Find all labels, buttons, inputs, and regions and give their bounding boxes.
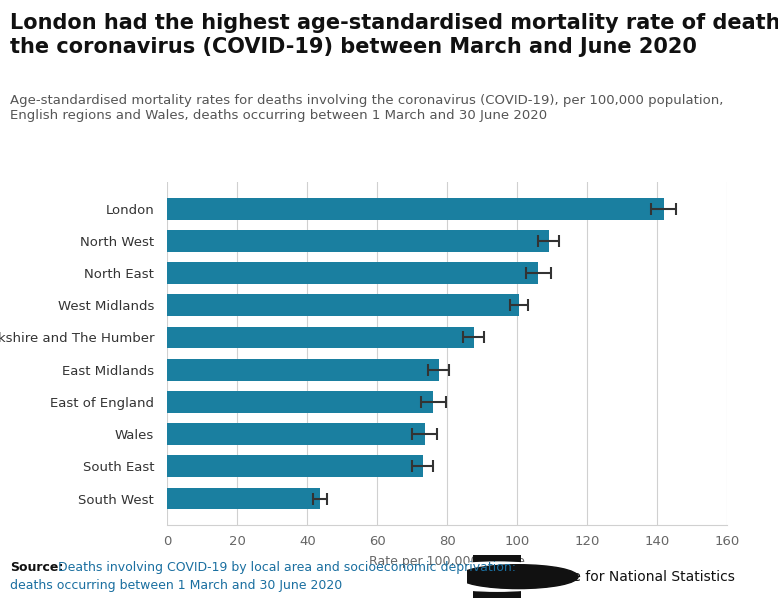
Text: deaths occurring between 1 March and 30 June 2020: deaths occurring between 1 March and 30 … [10,579,342,592]
Bar [167,198,664,220]
Bar [167,327,474,348]
Bar [167,262,538,284]
X-axis label: Rate per 100,000 people: Rate per 100,000 people [370,555,525,568]
Circle shape [424,562,570,591]
Bar [473,555,521,598]
Bar [167,230,549,252]
Bar [167,391,433,413]
Text: Office for National Statistics: Office for National Statistics [540,569,734,584]
Text: Source:: Source: [10,561,64,574]
Bar [167,487,320,509]
Bar [167,455,422,477]
Text: Deaths involving COVID-19 by local area and socioeconomic deprivation:: Deaths involving COVID-19 by local area … [54,561,516,574]
Bar [167,294,519,316]
Bar [167,423,425,445]
Circle shape [459,565,578,589]
Bar [167,359,439,381]
Text: London had the highest age-standardised mortality rate of deaths involving
the c: London had the highest age-standardised … [10,13,778,56]
Text: Age-standardised mortality rates for deaths involving the coronavirus (COVID-19): Age-standardised mortality rates for dea… [10,94,724,122]
